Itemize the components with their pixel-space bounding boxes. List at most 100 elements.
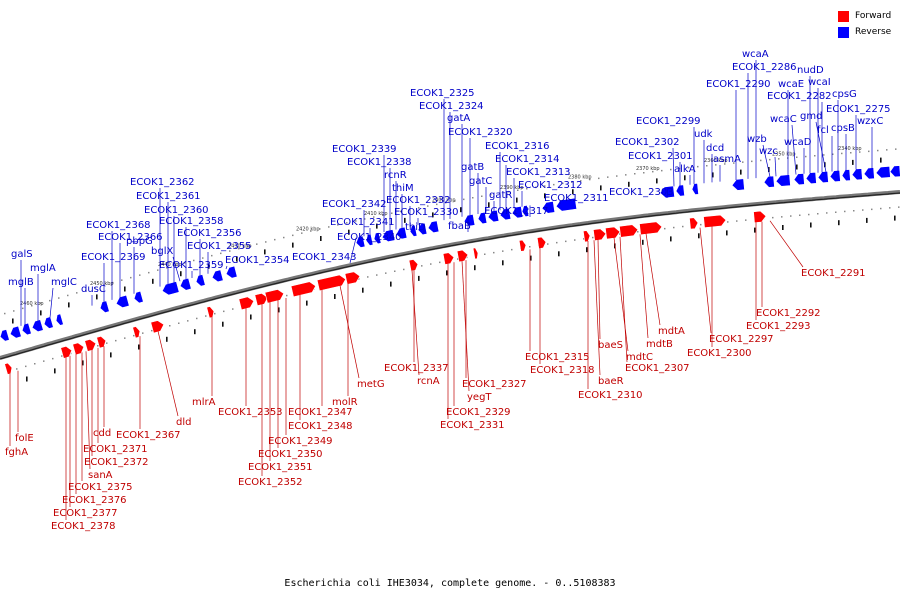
reverse-gene-arrow[interactable]: [817, 170, 829, 184]
reverse-gene-arrow[interactable]: [373, 232, 382, 245]
forward-gene-arrow[interactable]: [254, 292, 269, 307]
forward-gene-arrow[interactable]: [536, 236, 547, 249]
forward-gene-arrow[interactable]: [472, 247, 479, 260]
reverse-leader-wzb: [762, 144, 771, 177]
forward-gene-arrow[interactable]: [96, 335, 108, 349]
reverse-gene-arrow[interactable]: [133, 290, 144, 304]
guide-dot-lower: [106, 342, 108, 344]
reverse-gene-arrow[interactable]: [99, 300, 110, 314]
forward-gene-arrow[interactable]: [442, 252, 455, 265]
reverse-gene-arrow[interactable]: [763, 175, 775, 188]
tick-mark-lower: [82, 360, 84, 366]
genome-backbone: [0, 190, 900, 360]
reverse-gene-arrow[interactable]: [875, 166, 891, 179]
reverse-gene-arrow[interactable]: [381, 229, 396, 243]
reverse-gene-arrow[interactable]: [775, 174, 791, 187]
reverse-gene-arrow[interactable]: [427, 220, 440, 234]
reverse-gene-arrow[interactable]: [675, 184, 685, 197]
reverse-gene-arrow[interactable]: [555, 197, 578, 212]
reverse-gene-arrow[interactable]: [417, 222, 428, 236]
reverse-gene-arrow[interactable]: [805, 171, 817, 185]
reverse-gene-arrow[interactable]: [0, 329, 10, 342]
gene-arrows[interactable]: [0, 165, 900, 375]
reverse-gene-arrow[interactable]: [365, 233, 374, 246]
forward-gene-arrow[interactable]: [518, 239, 527, 252]
guide-dot-upper: [166, 267, 168, 269]
reverse-gene-arrow[interactable]: [115, 294, 130, 309]
reverse-gene-arrow[interactable]: [521, 204, 530, 218]
forward-gene-arrow[interactable]: [753, 210, 767, 224]
tick-mark-upper: [460, 207, 462, 213]
forward-gene-arrow[interactable]: [132, 326, 142, 339]
reverse-gene-arrow[interactable]: [355, 235, 366, 248]
reverse-gene-arrow[interactable]: [409, 224, 418, 237]
reverse-gene-arrow[interactable]: [889, 165, 900, 178]
reverse-leader-ecok1-2303: [666, 187, 669, 199]
reverse-gene-arrow[interactable]: [841, 169, 851, 182]
forward-gene-arrow[interactable]: [316, 274, 347, 292]
reverse-gene-arrow[interactable]: [55, 313, 64, 326]
forward-gene-arrow[interactable]: [703, 214, 727, 229]
reverse-gene-arrow[interactable]: [225, 265, 238, 279]
guide-dot-lower: [565, 240, 567, 243]
guide-dot-upper: [481, 195, 483, 197]
guide-dot-upper: [265, 241, 267, 243]
reverse-gene-arrow[interactable]: [499, 207, 512, 221]
reverse-gene-arrow[interactable]: [731, 178, 745, 191]
reverse-gene-arrow[interactable]: [487, 209, 500, 223]
forward-gene-arrow[interactable]: [238, 296, 255, 311]
forward-gene-arrow[interactable]: [344, 271, 361, 285]
forward-gene-arrow[interactable]: [60, 345, 74, 359]
guide-dot-upper: [724, 163, 726, 165]
tick-mark-upper: [152, 278, 154, 284]
gene-label-fbab: fbaB: [448, 221, 471, 232]
gene-label-ecok1-2362: ECOK1_2362: [130, 177, 195, 188]
forward-gene-arrow[interactable]: [605, 226, 621, 240]
forward-gene-arrow[interactable]: [619, 224, 639, 238]
gene-label-mgla: mglA: [30, 263, 56, 274]
reverse-gene-arrow[interactable]: [395, 226, 408, 240]
forward-gene-arrow[interactable]: [408, 259, 419, 272]
tick-label-2430-kbp: 2430 kbp: [228, 244, 252, 250]
forward-gene-arrow[interactable]: [592, 228, 607, 241]
forward-gene-arrow[interactable]: [689, 217, 699, 230]
reverse-gene-arrow[interactable]: [43, 316, 54, 330]
reverse-gene-arrow[interactable]: [511, 205, 524, 219]
reverse-gene-arrow[interactable]: [793, 173, 805, 186]
reverse-gene-arrow[interactable]: [463, 213, 476, 227]
forward-gene-arrow[interactable]: [206, 306, 216, 319]
reverse-gene-arrow[interactable]: [691, 182, 699, 195]
reverse-gene-arrow[interactable]: [477, 211, 488, 225]
forward-gene-arrow[interactable]: [582, 230, 591, 243]
guide-dot-lower: [880, 207, 882, 210]
forward-gene-arrow[interactable]: [456, 249, 469, 263]
forward-gene-arrow[interactable]: [72, 342, 86, 356]
gene-label-dcd: dcd: [706, 143, 724, 154]
gene-label-ecok1-2350: ECOK1_2350: [258, 449, 323, 460]
reverse-gene-arrow[interactable]: [541, 201, 556, 214]
guide-dot-upper: [112, 281, 114, 284]
forward-gene-arrow[interactable]: [150, 319, 165, 334]
reverse-gene-arrow[interactable]: [161, 281, 180, 296]
reverse-gene-arrow[interactable]: [863, 167, 875, 180]
reverse-gene-arrow[interactable]: [195, 274, 206, 287]
forward-gene-arrow[interactable]: [4, 362, 14, 375]
reverse-gene-arrow[interactable]: [851, 168, 863, 181]
forward-gene-arrow[interactable]: [264, 288, 285, 304]
reverse-gene-arrow[interactable]: [211, 269, 224, 283]
forward-leader-mdtb: [639, 234, 649, 339]
gene-label-ecok1-2348: ECOK1_2348: [288, 421, 353, 432]
reverse-gene-arrow[interactable]: [21, 322, 32, 336]
forward-gene-arrow[interactable]: [290, 281, 317, 298]
reverse-gene-arrow[interactable]: [31, 319, 44, 333]
gene-label-ecok1-2303: ECOK1_2303: [609, 187, 674, 198]
reverse-gene-arrow[interactable]: [9, 325, 22, 339]
forward-gene-arrow[interactable]: [639, 221, 663, 236]
forward-gene-arrow[interactable]: [84, 338, 98, 352]
reverse-gene-arrow[interactable]: [829, 169, 841, 183]
guide-dot-upper: [823, 154, 825, 156]
gene-label-gatb: gatB: [461, 162, 484, 173]
reverse-gene-arrow[interactable]: [179, 277, 192, 291]
gene-label-cdd: cdd: [93, 428, 111, 439]
forward-leader-baer: [593, 240, 601, 376]
